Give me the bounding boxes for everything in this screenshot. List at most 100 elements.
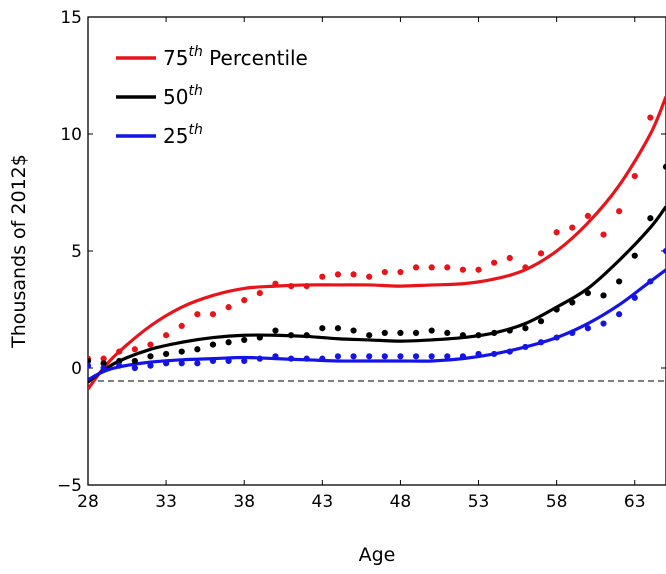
percentile-50-point	[131, 357, 138, 365]
percentile-25-point	[131, 364, 138, 372]
percentile-50-point	[100, 360, 107, 367]
legend-entry: 25th	[163, 122, 203, 148]
percentile-25-point	[428, 353, 435, 360]
percentile-50-point	[241, 336, 248, 344]
percentile-50-point	[163, 350, 170, 358]
percentile-50-point	[569, 299, 576, 306]
percentile-25-point	[631, 294, 638, 301]
percentile-25-point	[584, 325, 591, 332]
percentile-50-point	[256, 334, 263, 341]
percentile-50-point	[116, 357, 123, 365]
percentile-50-point	[319, 325, 326, 332]
legend-entry-superscript: th	[188, 83, 202, 99]
percentile-25-point	[147, 362, 154, 369]
percentile-50-point	[506, 327, 513, 334]
percentile-75-point	[209, 311, 217, 318]
percentile-25-point	[366, 353, 373, 360]
percentile-50-point	[647, 215, 654, 222]
percentile-75-point	[366, 273, 373, 280]
y-tick-label: 0	[71, 359, 82, 379]
percentile-75-point	[116, 348, 123, 355]
percentile-50-point	[475, 332, 482, 339]
percentile-50-fit-line	[88, 205, 666, 384]
percentile-75-point	[553, 229, 560, 236]
percentile-50-point	[662, 163, 666, 170]
percentile-25-point	[241, 357, 248, 365]
percentile-25-point	[600, 320, 607, 327]
percentile-25-point	[662, 247, 666, 255]
legend-entry-number: 75	[163, 46, 188, 70]
percentile-50-point	[178, 348, 185, 355]
legend-entry-superscript: th	[188, 44, 202, 60]
percentile-75-point	[256, 290, 263, 297]
y-tick-label: 10	[60, 125, 82, 145]
percentile-75-point	[194, 311, 201, 318]
percentile-25-point	[506, 348, 513, 355]
percentile-50-point	[209, 341, 217, 348]
percentile-75-point	[334, 271, 342, 278]
legend-entry: 75th Percentile	[163, 44, 308, 70]
x-axis-label: Age	[359, 544, 396, 566]
legend-entry-number: 50	[163, 85, 188, 109]
percentile-25-point	[256, 355, 263, 362]
percentile-75-point	[272, 280, 279, 287]
percentile-25-point	[116, 362, 123, 369]
percentile-50-point	[491, 329, 498, 336]
percentile-25-point	[491, 350, 498, 358]
percentile-75-point	[616, 208, 623, 215]
x-tick-label: 33	[155, 492, 177, 512]
x-tick-label: 28	[77, 492, 99, 512]
percentile-75-fit-line	[88, 95, 666, 391]
percentile-50-point	[412, 329, 420, 336]
percentile-75-point	[178, 322, 185, 329]
percentile-75-point	[491, 259, 498, 266]
percentile-25-point	[178, 360, 185, 367]
x-tick-label: 43	[312, 492, 334, 512]
percentile-25-point	[569, 329, 576, 336]
legend-entry-suffix: Percentile	[203, 46, 308, 70]
percentile-50-point	[88, 357, 92, 365]
percentile-50-point	[397, 329, 404, 336]
percentile-25-point	[647, 278, 654, 285]
percentile-75-point	[381, 268, 388, 276]
percentile-50-point	[616, 278, 623, 285]
percentile-25-point	[209, 357, 217, 365]
percentile-75-point	[522, 264, 529, 271]
percentile-25-point	[100, 364, 107, 372]
percentile-25-point	[522, 343, 529, 351]
percentile-75-point	[428, 264, 435, 271]
percentile-25-point	[350, 353, 357, 360]
percentile-75-point	[444, 264, 451, 271]
percentile-25-point	[194, 360, 201, 367]
percentile-25-point	[475, 350, 482, 358]
y-tick-label: −5	[57, 476, 82, 496]
percentile-50-point	[366, 332, 373, 339]
percentile-50-point	[194, 346, 201, 353]
percentile-75-point	[506, 254, 513, 262]
percentile-25-point	[616, 311, 623, 318]
percentile-25-point	[287, 355, 295, 362]
percentile-75-point	[287, 283, 295, 290]
y-axis-label: Thousands of 2012$	[8, 154, 30, 349]
x-tick-label: 53	[468, 492, 490, 512]
percentile-50-point	[287, 332, 295, 339]
x-tick-label: 58	[546, 492, 568, 512]
percentile-50-point	[537, 318, 545, 325]
y-tick-label: 5	[71, 242, 82, 262]
percentile-25-point	[537, 339, 545, 346]
percentile-50-point	[600, 292, 607, 299]
percentile-75-point	[584, 212, 591, 219]
percentile-50-point	[381, 329, 388, 336]
percentile-75-point	[631, 173, 638, 180]
percentile-75-point	[397, 268, 404, 276]
percentile-50-point	[147, 353, 154, 360]
percentile-25-point	[303, 355, 310, 362]
percentile-50-point	[631, 252, 638, 259]
percentile-75-point	[569, 224, 576, 231]
percentile-75-point	[412, 264, 420, 271]
percentile-25-point	[381, 353, 388, 360]
percentile-50-point	[334, 325, 342, 332]
percentile-75-point	[147, 341, 154, 348]
